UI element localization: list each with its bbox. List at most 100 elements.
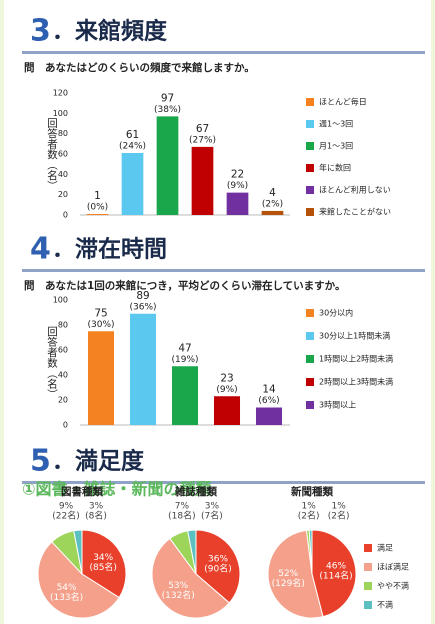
pie-count-label: (18名) [168, 510, 195, 522]
legend-swatch [306, 208, 314, 216]
heading-rule [22, 481, 425, 484]
section-title: ．滞在時間 [52, 236, 167, 263]
legend-swatch [364, 601, 372, 609]
legend-swatch [306, 98, 314, 106]
value-label: 14 [262, 384, 276, 396]
value-label: 47 [178, 342, 191, 354]
pie-count-label: (133名) [50, 591, 83, 603]
legend-label: 週1～3回 [319, 120, 353, 129]
y-tick-label: 80 [58, 129, 68, 138]
legend-swatch [306, 309, 314, 317]
y-axis-label: 回答者数（名） [46, 117, 58, 191]
value-label: 23 [220, 372, 233, 384]
pie-value-label: 3% [205, 502, 220, 512]
pie-title: 雑誌種類 [174, 485, 217, 498]
pie-value-label: 52% [278, 569, 298, 579]
legend-swatch [306, 401, 314, 409]
bar [156, 116, 179, 215]
bar [86, 213, 109, 215]
value-label: 97 [161, 92, 174, 104]
legend-label: 2時間以上3時間未満 [319, 377, 393, 387]
pie-value-label: 7% [175, 502, 190, 512]
bar [226, 192, 249, 215]
value-label: 61 [126, 129, 139, 141]
value-label: 4 [269, 187, 276, 199]
pie-value-label: 3% [89, 502, 104, 512]
bar [121, 152, 144, 215]
legend-label: ほぼ満足 [377, 563, 409, 572]
pie-count-label: (7名) [201, 510, 223, 522]
legend-label: 年に数回 [319, 163, 351, 173]
pie-count-label: (2名) [328, 510, 350, 522]
y-tick-label: 60 [58, 346, 68, 355]
percent-label: (0%) [87, 202, 108, 212]
pie-slice [73, 529, 83, 575]
bar [255, 407, 283, 425]
pie-slice [151, 537, 230, 619]
subtitle: ①図書・雑誌・新聞の種類 [22, 480, 213, 499]
y-tick-label: 80 [58, 321, 68, 330]
legend-swatch [306, 332, 314, 340]
percent-label: (24%) [119, 141, 146, 151]
pie-count-label: (2名) [298, 510, 320, 522]
pie-value-label: 9% [59, 502, 74, 512]
pie-title: 図書種類 [61, 485, 103, 498]
y-tick-label: 100 [53, 109, 68, 118]
pie-slice [195, 529, 241, 604]
section-title: ．来館頻度 [52, 18, 168, 45]
value-label: 89 [136, 290, 149, 302]
bar [87, 331, 115, 425]
percent-label: (9%) [227, 181, 248, 191]
legend-label: ほとんど利用しない [319, 185, 391, 195]
y-tick-label: 20 [58, 396, 68, 405]
sheet [4, 0, 431, 624]
legend-swatch [306, 355, 314, 363]
percent-label: (9%) [216, 385, 237, 395]
pie-slice [187, 529, 197, 575]
pie-count-label: (85名) [89, 561, 116, 573]
legend-label: 来館したことがない [319, 207, 391, 217]
bar [261, 210, 284, 215]
heading-rule [22, 51, 425, 54]
y-tick-label: 40 [58, 371, 68, 380]
legend-swatch [364, 544, 372, 552]
percent-label: (2%) [262, 199, 283, 209]
legend-swatch [364, 582, 372, 590]
pie-slice [311, 529, 357, 618]
value-label: 1 [94, 190, 101, 202]
value-label: 22 [231, 169, 244, 181]
percent-label: (6%) [258, 396, 279, 406]
legend-label: やや不満 [377, 582, 409, 591]
legend-label: 満足 [377, 544, 393, 553]
bar [191, 146, 214, 215]
section-number: 3 [30, 14, 51, 49]
legend-label: 30分以上1時間未満 [319, 331, 390, 341]
pie-count-label: (132名) [162, 589, 195, 601]
y-tick-label: 60 [58, 150, 68, 159]
percent-label: (19%) [171, 355, 198, 365]
bar [171, 366, 199, 425]
pie-count-label: (129名) [272, 577, 305, 589]
y-axis-label: 回答者数（名） [46, 326, 58, 400]
pie-value-label: 36% [208, 554, 228, 564]
value-label: 75 [94, 307, 107, 319]
pie-value-label: 54% [57, 583, 77, 593]
bar [213, 396, 241, 425]
legend-label: 1時間以上2時間未満 [319, 354, 393, 364]
legend-swatch [306, 164, 314, 172]
y-tick-label: 20 [58, 190, 68, 199]
pie-value-label: 53% [168, 581, 188, 591]
legend-swatch [306, 120, 314, 128]
percent-label: (27%) [189, 135, 216, 145]
y-tick-label: 0 [63, 211, 68, 220]
heading-rule [22, 269, 425, 272]
y-tick-label: 100 [53, 296, 68, 305]
section-number: 5 [30, 444, 51, 479]
question: 問 あなたは1回の来館につき，平均どのくらい滞在していますか。 [24, 279, 345, 292]
pie-value-label: 46% [326, 561, 346, 571]
value-label: 67 [196, 123, 209, 135]
legend-swatch [306, 378, 314, 386]
legend-label: ほとんど毎日 [319, 97, 367, 107]
